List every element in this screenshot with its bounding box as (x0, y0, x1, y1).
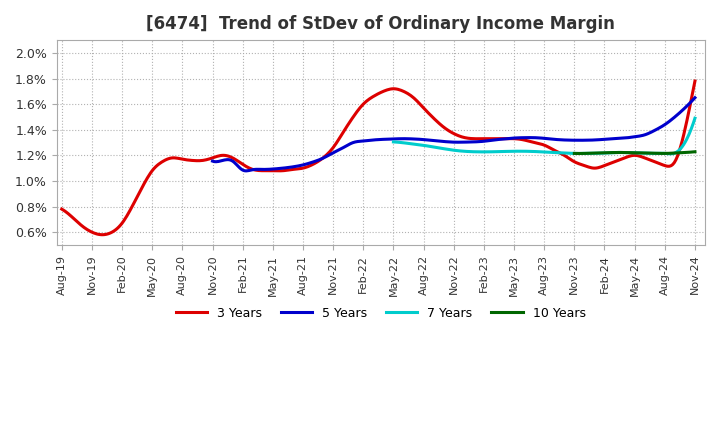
5 Years (242, 168, 251, 173)
3 Years (99, 232, 107, 237)
7 Years (608, 150, 617, 155)
10 Years (585, 150, 593, 156)
3 Years (519, 137, 528, 143)
5 Years (208, 158, 217, 164)
3 Years (310, 161, 318, 166)
5 Years (557, 137, 566, 143)
3 Years (690, 78, 699, 84)
3 Years (266, 168, 274, 173)
7 Years (666, 151, 675, 157)
3 Years (516, 137, 525, 142)
10 Years (570, 151, 579, 156)
5 Years (366, 138, 375, 143)
5 Years (690, 95, 699, 100)
Line: 10 Years: 10 Years (575, 152, 695, 154)
10 Years (690, 149, 699, 154)
7 Years (426, 144, 434, 149)
10 Years (658, 151, 667, 156)
Line: 7 Years: 7 Years (393, 118, 695, 154)
5 Years (267, 166, 276, 172)
10 Years (610, 150, 618, 155)
10 Years (657, 151, 666, 156)
10 Years (618, 150, 626, 155)
3 Years (457, 134, 466, 139)
5 Years (560, 137, 569, 143)
7 Years (389, 139, 397, 144)
7 Years (607, 150, 616, 155)
7 Years (579, 151, 588, 156)
Line: 5 Years: 5 Years (212, 98, 695, 171)
Title: [6474]  Trend of StDev of Ordinary Income Margin: [6474] Trend of StDev of Ordinary Income… (146, 15, 616, 33)
5 Years (513, 135, 521, 140)
Legend: 3 Years, 5 Years, 7 Years, 10 Years: 3 Years, 5 Years, 7 Years, 10 Years (171, 302, 590, 325)
7 Years (690, 116, 699, 121)
3 Years (135, 190, 144, 195)
Line: 3 Years: 3 Years (62, 81, 695, 235)
7 Years (487, 149, 496, 154)
7 Years (508, 149, 517, 154)
10 Years (646, 150, 654, 156)
3 Years (58, 206, 66, 212)
10 Years (575, 151, 583, 156)
5 Years (400, 136, 409, 141)
